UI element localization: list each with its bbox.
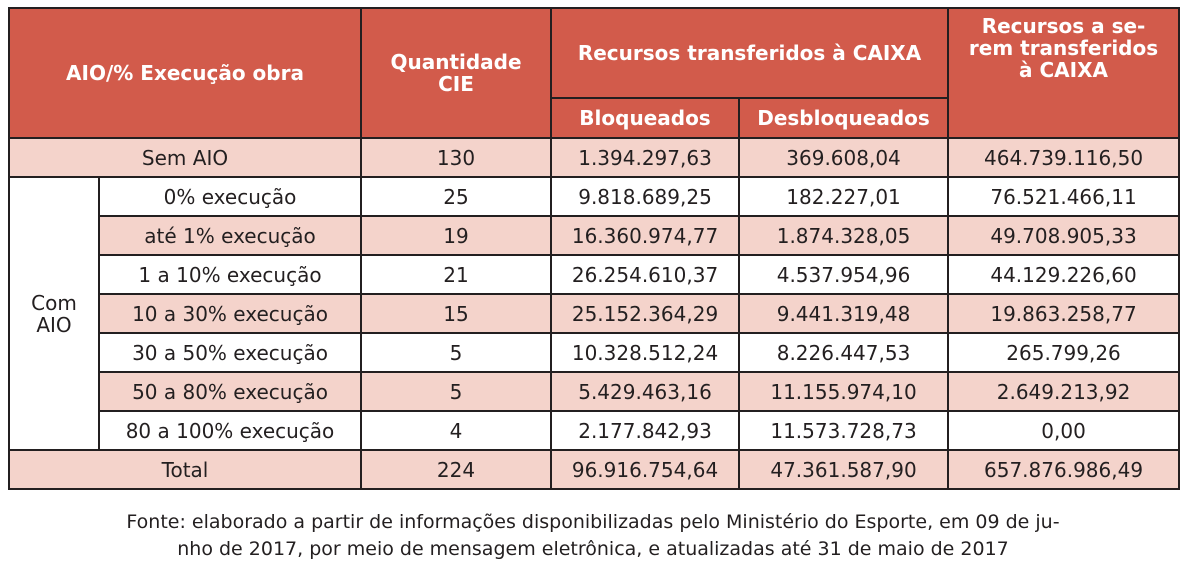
header-a-transferir-line1: Recursos a se- <box>981 14 1146 38</box>
row-desbloqueados: 4.537.954,96 <box>738 254 950 295</box>
header-row-1: AIO/% Execução obra Quantidade CIE Recur… <box>7 7 1181 139</box>
row-a-transferir: 265.799,26 <box>947 332 1181 373</box>
row-bloqueados: 16.360.974,77 <box>550 215 741 256</box>
header-bloqueados: Bloqueados <box>550 97 741 139</box>
row-quantidade: 21 <box>360 254 553 295</box>
row-label: 80 a 100% execução <box>97 410 363 451</box>
header-quantidade-cie: Quantidade CIE <box>360 7 553 139</box>
row-label: 10 a 30% execução <box>97 293 363 334</box>
row-quantidade: 19 <box>360 215 553 256</box>
table-row: Com AIO 0% execução 25 9.818.689,25 182.… <box>8 176 1181 451</box>
row-quantidade: 15 <box>360 293 553 334</box>
table-row: até 1% execução 19 16.360.974,77 1.874.3… <box>9 215 1181 256</box>
row-a-transferir: 49.708.905,33 <box>947 215 1181 256</box>
header-recursos-a-transferir: Recursos a se- rem transferidos à CAIXA <box>947 7 1181 139</box>
table-row: 1 a 10% execução 21 26.254.610,37 4.537.… <box>9 254 1181 295</box>
row-label: 0% execução <box>97 176 363 217</box>
header-recursos-transferidos: Recursos transferidos à CAIXA <box>550 7 950 99</box>
com-aio-line1: Com <box>31 290 77 315</box>
row-bloqueados: 25.152.364,29 <box>550 293 741 334</box>
sem-aio-quantidade: 130 <box>360 137 553 178</box>
sem-aio-a-transferir: 464.739.116,50 <box>947 137 1181 178</box>
total-desbloqueados: 47.361.587,90 <box>738 449 950 490</box>
source-footnote: Fonte: elaborado a partir de informações… <box>0 509 1186 563</box>
total-a-transferir: 657.876.986,49 <box>947 449 1181 490</box>
row-desbloqueados: 8.226.447,53 <box>738 332 950 373</box>
table-row: 50 a 80% execução 5 5.429.463,16 11.155.… <box>9 371 1181 412</box>
row-a-transferir: 44.129.226,60 <box>947 254 1181 295</box>
table-container: AIO/% Execução obra Quantidade CIE Recur… <box>7 7 1181 490</box>
data-table: AIO/% Execução obra Quantidade CIE Recur… <box>7 7 1181 490</box>
row-bloqueados: 10.328.512,24 <box>550 332 741 373</box>
footnote-line2: nho de 2017, por meio de mensagem eletrô… <box>177 538 1009 560</box>
total-quantidade: 224 <box>360 449 553 490</box>
table-row-total: Total 224 96.916.754,64 47.361.587,90 65… <box>7 449 1181 490</box>
row-label: 30 a 50% execução <box>97 332 363 373</box>
header-quantidade-line2: CIE <box>438 72 474 96</box>
row-desbloqueados: 182.227,01 <box>738 176 950 217</box>
row-label: até 1% execução <box>97 215 363 256</box>
row-a-transferir: 76.521.466,11 <box>947 176 1181 217</box>
row-quantidade: 25 <box>360 176 553 217</box>
row-desbloqueados: 9.441.319,48 <box>738 293 950 334</box>
header-row-2: Bloqueados Desbloqueados <box>9 97 1179 139</box>
row-quantidade: 5 <box>360 371 553 412</box>
table-row: 30 a 50% execução 5 10.328.512,24 8.226.… <box>9 332 1181 373</box>
header-quantidade-line1: Quantidade <box>390 50 522 74</box>
row-a-transferir: 0,00 <box>947 410 1181 451</box>
footnote-line1: Fonte: elaborado a partir de informações… <box>126 511 1060 533</box>
row-bloqueados: 2.177.842,93 <box>550 410 741 451</box>
header-desbloqueados: Desbloqueados <box>738 97 950 139</box>
row-a-transferir: 19.863.258,77 <box>947 293 1181 334</box>
row-a-transferir: 2.649.213,92 <box>947 371 1181 412</box>
table-row: 10 a 30% execução 15 25.152.364,29 9.441… <box>9 293 1181 334</box>
row-quantidade: 5 <box>360 332 553 373</box>
header-a-transferir-line2: rem transferidos <box>968 36 1159 60</box>
row-desbloqueados: 11.573.728,73 <box>738 410 950 451</box>
row-desbloqueados: 11.155.974,10 <box>738 371 950 412</box>
table-row-sem-aio: Sem AIO 130 1.394.297,63 369.608,04 464.… <box>7 137 1181 178</box>
header-aio-execucao: AIO/% Execução obra <box>7 7 363 139</box>
row-desbloqueados: 1.874.328,05 <box>738 215 950 256</box>
com-aio-group-label: Com AIO <box>8 176 100 451</box>
row-label: 1 a 10% execução <box>97 254 363 295</box>
table-row: 80 a 100% execução 4 2.177.842,93 11.573… <box>9 410 1181 451</box>
sem-aio-bloqueados: 1.394.297,63 <box>550 137 741 178</box>
sem-aio-label: Sem AIO <box>7 137 363 178</box>
row-label: 50 a 80% execução <box>97 371 363 412</box>
total-label: Total <box>7 449 363 490</box>
sem-aio-desbloqueados: 369.608,04 <box>738 137 950 178</box>
row-bloqueados: 9.818.689,25 <box>550 176 741 217</box>
row-bloqueados: 26.254.610,37 <box>550 254 741 295</box>
header-a-transferir-line3: à CAIXA <box>1019 58 1109 82</box>
com-aio-line2: AIO <box>36 312 72 337</box>
total-bloqueados: 96.916.754,64 <box>550 449 741 490</box>
row-bloqueados: 5.429.463,16 <box>550 371 741 412</box>
row-quantidade: 4 <box>360 410 553 451</box>
